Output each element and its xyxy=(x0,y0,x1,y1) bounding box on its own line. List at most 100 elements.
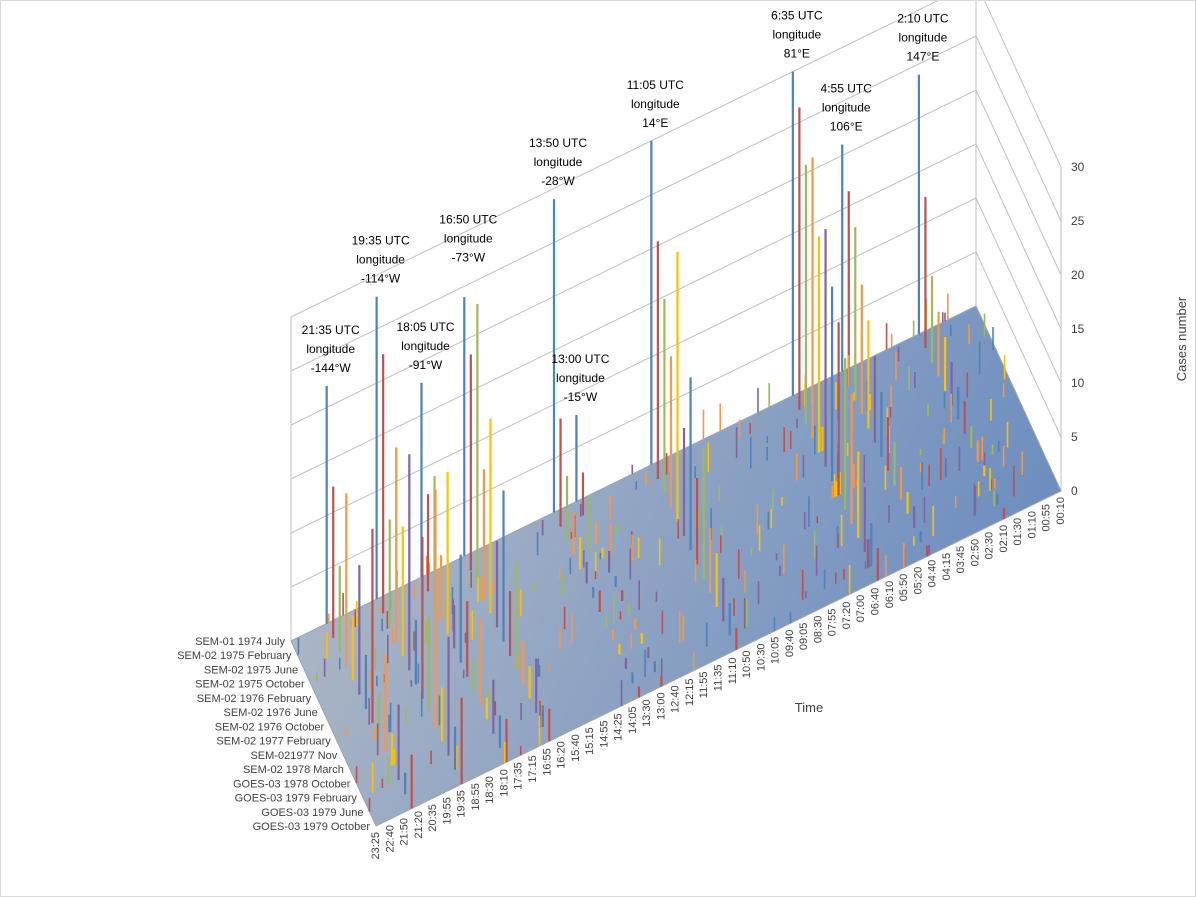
bar xyxy=(470,571,473,588)
bar xyxy=(886,417,890,472)
bar xyxy=(425,619,428,645)
bar xyxy=(932,506,934,537)
bar xyxy=(440,687,444,742)
bar xyxy=(455,745,458,770)
bar xyxy=(720,535,722,553)
bar xyxy=(885,323,888,350)
bar xyxy=(541,520,544,536)
bar xyxy=(417,663,420,684)
annotation-line: longitude xyxy=(899,31,948,45)
time-tick-label: 02:50 xyxy=(969,539,981,567)
bar xyxy=(781,496,783,506)
bar xyxy=(434,489,437,728)
time-tick-label: 17:35 xyxy=(513,762,525,790)
bar xyxy=(749,422,751,434)
bar xyxy=(386,610,389,629)
time-tick-label: 12:40 xyxy=(670,685,682,713)
time-tick-label: 16:55 xyxy=(541,748,553,776)
bar xyxy=(977,481,980,497)
bar xyxy=(831,485,834,499)
bar xyxy=(815,545,818,576)
bar xyxy=(1021,451,1023,476)
bar xyxy=(325,385,328,624)
bar xyxy=(563,606,566,630)
bar xyxy=(594,522,598,545)
bar xyxy=(1002,383,1005,398)
bar xyxy=(338,657,341,670)
bar xyxy=(421,536,424,699)
time-tick-label: 15:40 xyxy=(570,734,582,762)
bar xyxy=(538,665,541,677)
bar xyxy=(906,492,909,514)
bar xyxy=(950,324,952,336)
bar xyxy=(991,444,994,455)
bar xyxy=(420,690,423,717)
bar xyxy=(630,633,633,649)
annotation-line: longitude xyxy=(356,253,405,267)
bar xyxy=(718,486,720,502)
z-tick-label: 10 xyxy=(1071,376,1085,390)
bar xyxy=(519,589,522,616)
bar xyxy=(850,394,853,524)
bar xyxy=(410,680,413,687)
time-tick-label: 15:15 xyxy=(584,727,596,755)
bar xyxy=(479,618,482,706)
bar xyxy=(942,433,945,444)
bar xyxy=(772,489,775,510)
gridline xyxy=(290,143,1062,480)
z-tick-label: 5 xyxy=(1071,430,1078,444)
bar xyxy=(963,401,966,434)
bar xyxy=(992,327,994,350)
time-tick-label: 10:05 xyxy=(770,637,782,665)
bar xyxy=(615,523,618,535)
bar xyxy=(482,469,486,599)
bar xyxy=(588,497,591,530)
bar xyxy=(801,569,804,600)
bar xyxy=(355,766,358,784)
bar xyxy=(890,384,892,418)
bar xyxy=(323,658,326,677)
series-label: GOES-03 1979 June xyxy=(261,807,363,819)
bar xyxy=(393,748,396,765)
bar xyxy=(345,729,348,736)
time-tick-label: 04:40 xyxy=(927,560,939,588)
time-tick-label: 06:40 xyxy=(869,588,881,616)
bar xyxy=(854,227,857,400)
bar xyxy=(656,241,659,480)
bar xyxy=(803,512,806,530)
bar xyxy=(973,483,976,516)
gridline xyxy=(290,89,1062,426)
time-axis-labels: 23:25 22:40 21:50 21:20 20:35 19:55 19:35 18:55… xyxy=(370,497,1067,860)
bar xyxy=(658,538,661,566)
bar xyxy=(388,519,391,628)
bar xyxy=(677,519,680,539)
bar xyxy=(930,275,934,363)
bar xyxy=(989,467,991,491)
z-axis-title: Cases number xyxy=(1174,296,1189,381)
bar xyxy=(413,584,416,599)
bar xyxy=(733,598,735,617)
bar xyxy=(426,555,428,575)
bar xyxy=(921,462,923,490)
bar xyxy=(702,449,705,579)
bar xyxy=(789,611,792,624)
series-label: SEM-021977 Nov xyxy=(250,750,337,762)
bar xyxy=(943,427,946,444)
time-tick-label: 19:55 xyxy=(441,797,453,825)
bar xyxy=(770,508,773,529)
bar xyxy=(631,534,633,562)
bar xyxy=(404,772,407,795)
time-tick-label: 01:10 xyxy=(1026,511,1038,539)
bar xyxy=(653,661,656,673)
time-tick-label: 18:55 xyxy=(470,783,482,811)
bar xyxy=(520,703,522,721)
time-tick-label: 20:35 xyxy=(427,804,439,832)
time-tick-label: 14:25 xyxy=(613,713,625,741)
time-tick-label: 11:55 xyxy=(698,671,710,698)
bar xyxy=(445,599,448,618)
annotation-line: 16:50 UTC xyxy=(439,212,497,226)
bar xyxy=(928,464,930,486)
bar xyxy=(757,581,760,605)
bar xyxy=(368,698,370,725)
bar xyxy=(579,536,582,570)
